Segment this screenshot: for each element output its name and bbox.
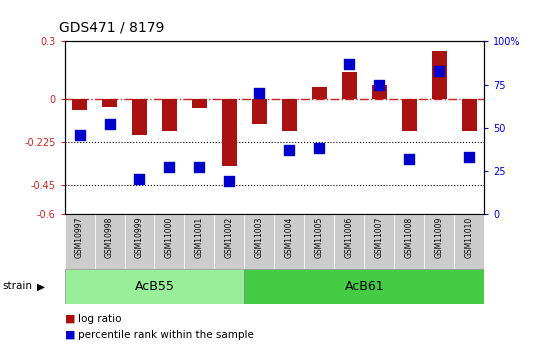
- Bar: [252, 99, 267, 124]
- Bar: [454, 214, 484, 269]
- Text: GSM11010: GSM11010: [465, 217, 474, 258]
- Bar: [364, 214, 394, 269]
- Bar: [372, 86, 387, 99]
- Bar: [402, 99, 417, 131]
- Text: GDS471 / 8179: GDS471 / 8179: [59, 20, 165, 34]
- Text: GSM10997: GSM10997: [75, 217, 84, 258]
- Bar: [215, 214, 244, 269]
- Bar: [65, 214, 95, 269]
- Bar: [342, 72, 357, 99]
- Bar: [312, 87, 327, 99]
- Bar: [222, 99, 237, 166]
- Point: [255, 90, 264, 96]
- Point: [195, 165, 204, 170]
- Point: [315, 146, 324, 151]
- Bar: [162, 99, 177, 131]
- Text: percentile rank within the sample: percentile rank within the sample: [78, 330, 254, 339]
- Bar: [72, 99, 87, 110]
- Point: [405, 156, 414, 161]
- Point: [135, 177, 144, 182]
- Bar: [244, 214, 274, 269]
- Text: GSM11006: GSM11006: [345, 217, 354, 258]
- Bar: [244, 269, 484, 304]
- Bar: [65, 269, 244, 304]
- Point: [465, 154, 473, 160]
- Point: [435, 68, 443, 73]
- Text: GSM10998: GSM10998: [105, 217, 114, 258]
- Bar: [124, 214, 154, 269]
- Text: GSM11009: GSM11009: [435, 217, 444, 258]
- Text: GSM11007: GSM11007: [375, 217, 384, 258]
- Point: [75, 132, 84, 137]
- Text: GSM11002: GSM11002: [225, 217, 234, 258]
- Bar: [154, 214, 185, 269]
- Text: GSM11003: GSM11003: [255, 217, 264, 258]
- Point: [285, 147, 294, 153]
- Text: GSM11000: GSM11000: [165, 217, 174, 258]
- Text: GSM11008: GSM11008: [405, 217, 414, 258]
- Bar: [95, 214, 124, 269]
- Point: [225, 178, 233, 184]
- Point: [105, 121, 114, 127]
- Text: GSM11001: GSM11001: [195, 217, 204, 258]
- Text: AcB61: AcB61: [344, 280, 384, 293]
- Bar: [305, 214, 334, 269]
- Text: AcB55: AcB55: [134, 280, 174, 293]
- Point: [375, 82, 384, 87]
- Bar: [282, 99, 297, 131]
- Text: strain: strain: [3, 282, 33, 291]
- Bar: [102, 99, 117, 107]
- Bar: [334, 214, 364, 269]
- Bar: [192, 99, 207, 108]
- Bar: [424, 214, 454, 269]
- Bar: [185, 214, 215, 269]
- Bar: [394, 214, 424, 269]
- Bar: [431, 51, 447, 99]
- Point: [345, 61, 353, 67]
- Text: ■: ■: [65, 330, 75, 339]
- Text: GSM10999: GSM10999: [135, 217, 144, 258]
- Bar: [274, 214, 305, 269]
- Text: ■: ■: [65, 314, 75, 324]
- Bar: [462, 99, 477, 131]
- Text: GSM11004: GSM11004: [285, 217, 294, 258]
- Text: GSM11005: GSM11005: [315, 217, 324, 258]
- Text: ▶: ▶: [37, 282, 45, 291]
- Text: log ratio: log ratio: [78, 314, 122, 324]
- Point: [165, 165, 174, 170]
- Bar: [132, 99, 147, 135]
